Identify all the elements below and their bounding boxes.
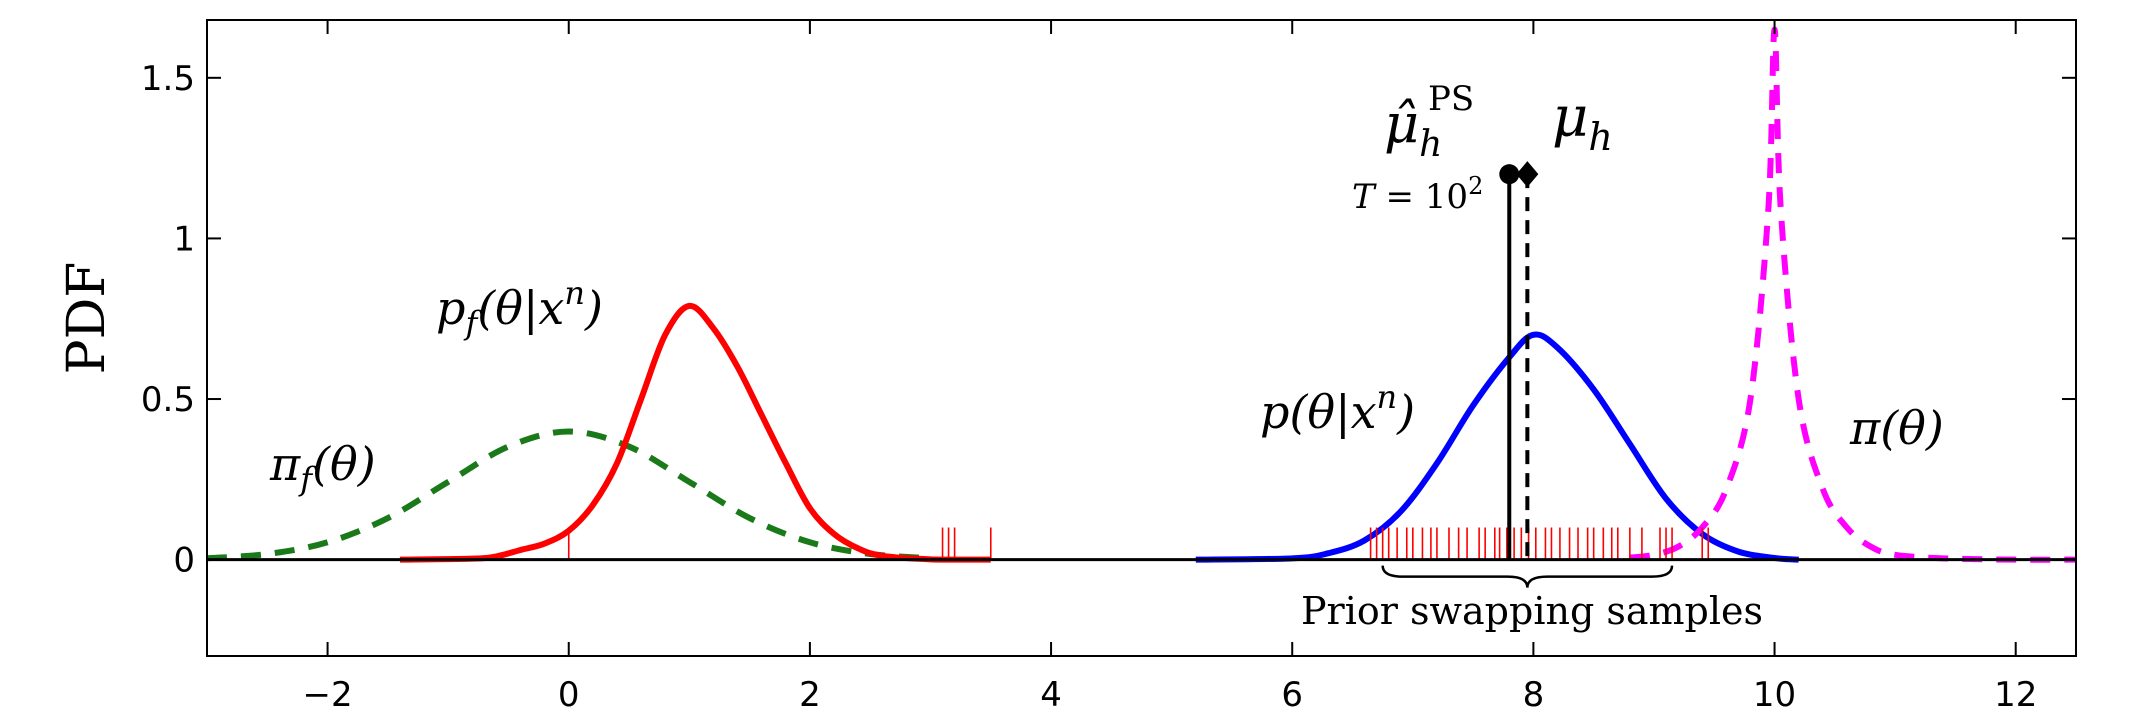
x-tick-label: 12 [1994, 675, 2037, 715]
label-t-symbol: T [1352, 177, 1377, 217]
label-p: p(θ|xn) [1260, 378, 1415, 439]
label-mu-h: μh [1552, 85, 1613, 159]
label-pi: π(θ) [1849, 401, 1944, 455]
series-line-0 [207, 428, 931, 562]
label-p-close: ) [1396, 385, 1415, 439]
label-pi-f: πf(θ) [269, 437, 376, 498]
label-pi-f-symbol: π [269, 437, 301, 491]
x-tick-label: 4 [1040, 675, 1062, 715]
series-layer [207, 26, 2076, 563]
label-mu-hat-sub: h [1419, 124, 1442, 165]
label-iterations: T = 102 [1352, 172, 1483, 217]
plot-area-frame [206, 19, 2077, 657]
x-tick-label: 0 [558, 675, 580, 715]
label-p-f-sup: n [564, 274, 585, 312]
marker-layer [1499, 161, 1539, 560]
label-pi-f-arg: (θ) [312, 437, 376, 491]
label-mu-hat-sup: PS [1428, 79, 1474, 119]
mu-hat-ps-marker [1499, 164, 1520, 185]
y-tick-label: 1.5 [141, 59, 195, 99]
x-tick-label: 10 [1753, 675, 1796, 715]
x-tick-label: 8 [1523, 675, 1545, 715]
series-line-1 [399, 302, 991, 563]
label-mu-sub: h [1588, 115, 1612, 159]
label-p-body: p(θ|x [1260, 385, 1377, 439]
label-t-eq: = 10 [1375, 177, 1468, 217]
y-tick-label: 1 [173, 219, 195, 259]
mu-h-marker [1516, 161, 1539, 188]
label-p-sup: n [1377, 378, 1398, 416]
label-p-f: pf(θ|xn) [436, 274, 603, 342]
label-p-f-close: ) [584, 281, 603, 335]
samples-brace [1381, 565, 1674, 588]
label-p-f-arg: (θ|x [477, 281, 564, 335]
label-mu-hat-ps: μ̂h [1384, 92, 1442, 165]
series-line-2 [1195, 331, 1799, 563]
x-tick-label: 2 [799, 675, 821, 715]
x-tick-label: −2 [303, 675, 353, 715]
y-axis-label: PDF [57, 262, 117, 375]
y-tick-label: 0 [173, 541, 195, 581]
y-tick-label: 0.5 [141, 380, 195, 420]
prior-swapping-label: Prior swapping samples [1301, 589, 1763, 633]
tick-layer: −2 0 2 4 6 8 10 12 0 0.5 1 1.5 [141, 20, 2076, 715]
label-p-f-symbol: p [436, 281, 465, 335]
label-mu-symbol: μ [1552, 85, 1588, 150]
label-t-sup: 2 [1468, 172, 1483, 200]
label-mu-hat-symbol: μ̂ [1384, 92, 1419, 155]
rug-layer [567, 527, 1710, 560]
series-line-3 [1629, 26, 2076, 563]
x-tick-label: 6 [1281, 675, 1303, 715]
